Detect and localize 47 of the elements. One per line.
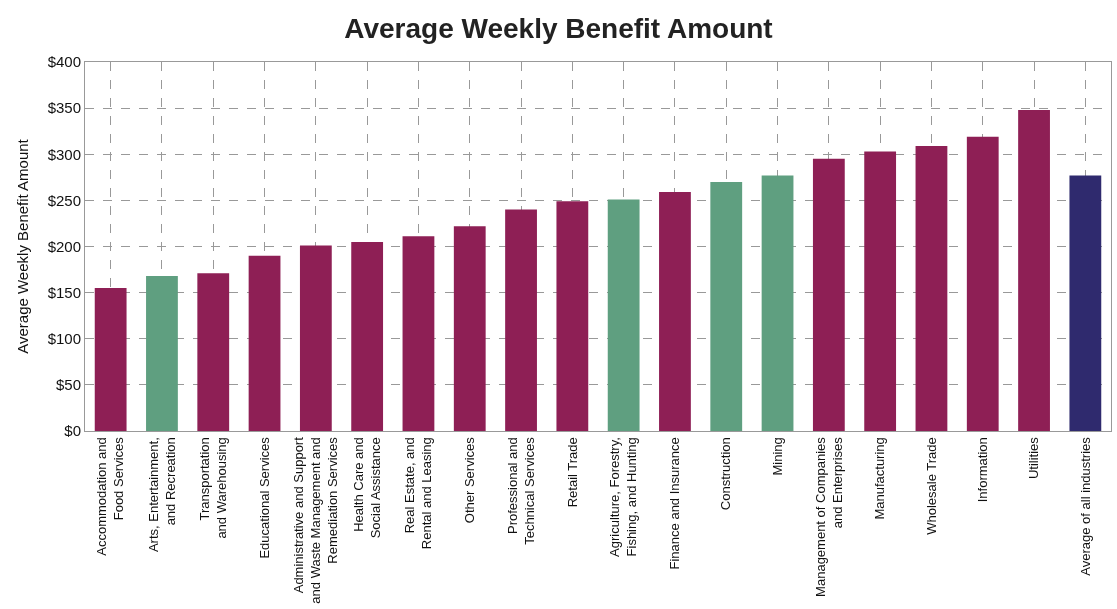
- x-tick-label: Retail Trade: [564, 437, 580, 508]
- bar: [505, 209, 537, 431]
- x-tick-label: Construction: [718, 437, 734, 511]
- bar: [248, 255, 281, 431]
- x-tick-label: Accommodation and Food Services: [94, 436, 127, 556]
- bar: [761, 175, 794, 431]
- chart-title: Average Weekly Benefit Amount: [344, 12, 773, 44]
- y-tick-label: $250: [47, 191, 81, 209]
- bar: [966, 136, 999, 431]
- x-tick-label: Average of all industries: [1077, 436, 1093, 576]
- bar: [146, 276, 178, 431]
- x-tick-label: Utilities: [1026, 436, 1042, 480]
- bar: [351, 241, 384, 431]
- bar: [659, 192, 691, 431]
- bar: [1069, 175, 1102, 431]
- bar: [299, 245, 332, 431]
- y-tick-label: $400: [47, 53, 81, 71]
- y-tick-label: $200: [47, 237, 81, 255]
- x-tick-label: Other Services: [461, 436, 477, 524]
- x-tick-label: Manufacturing: [872, 437, 888, 520]
- bar: [94, 288, 127, 431]
- bar: [710, 181, 743, 431]
- x-tick-label: Finance and Insurance: [667, 437, 683, 570]
- x-tick-label: Arts, Entertainment, and Recreation: [145, 437, 178, 553]
- x-tick-label: Management of Companies and Enterprises: [812, 436, 845, 597]
- y-axis-title: Average Weekly Benefit Amount: [13, 138, 31, 354]
- bar: [915, 145, 948, 431]
- bar: [864, 151, 897, 431]
- y-tick-label: $50: [55, 376, 81, 394]
- y-tick-label: $150: [47, 283, 81, 301]
- x-tick-label: Wholesale Trade: [923, 437, 939, 535]
- bar: [607, 199, 640, 431]
- x-tick-label: Educational Services: [256, 436, 272, 559]
- bar: [556, 201, 589, 431]
- bar: [1018, 109, 1050, 431]
- bar: [402, 236, 435, 431]
- y-tick-label: $0: [64, 422, 81, 440]
- x-tick-label: Information: [974, 437, 990, 503]
- y-tick-label: $300: [47, 145, 81, 163]
- x-tick-label: Agriculture, Forestry, Fishing, and Hunting: [607, 437, 640, 557]
- bar: [453, 226, 486, 431]
- y-tick-label: $350: [47, 99, 81, 117]
- y-tick-label: $100: [47, 330, 81, 347]
- x-tick-label: Mining: [769, 437, 785, 476]
- x-tick-label: Professional and Technical Services: [504, 436, 537, 545]
- bar: [812, 158, 845, 431]
- bar: [197, 273, 230, 431]
